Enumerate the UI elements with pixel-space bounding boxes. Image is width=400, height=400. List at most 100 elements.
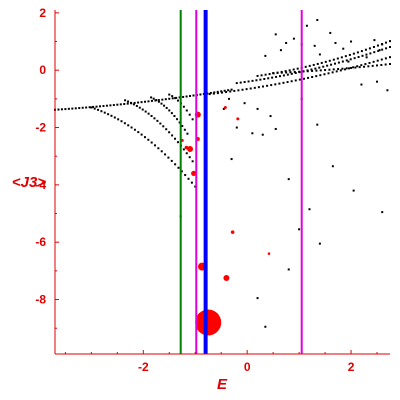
- data-point: [352, 66, 355, 69]
- data-point: [311, 76, 314, 79]
- data-point: [130, 126, 133, 129]
- data-point: [313, 44, 316, 47]
- axes-layer: [54, 10, 390, 355]
- data-point: [160, 150, 163, 153]
- data-point: [365, 56, 368, 59]
- red-marker: [223, 275, 230, 282]
- data-point: [289, 71, 292, 74]
- data-point: [160, 102, 163, 105]
- data-point: [140, 133, 143, 136]
- data-point: [119, 103, 122, 106]
- data-point: [167, 156, 170, 159]
- data-point: [78, 107, 81, 110]
- data-point: [181, 125, 184, 128]
- data-point: [315, 69, 318, 72]
- data-point: [318, 242, 321, 245]
- data-point: [380, 63, 383, 66]
- data-point: [182, 95, 185, 98]
- data-point: [124, 99, 127, 102]
- data-point: [256, 107, 259, 110]
- data-point: [216, 92, 219, 95]
- data-point: [302, 77, 305, 80]
- data-point: [152, 97, 155, 100]
- data-point: [282, 81, 285, 84]
- y-tick-label: -6: [35, 235, 46, 249]
- data-point: [282, 74, 285, 77]
- data-point: [266, 84, 269, 87]
- data-point: [174, 97, 177, 100]
- data-point: [133, 128, 136, 131]
- data-point: [154, 144, 157, 147]
- red-marker: [184, 145, 189, 150]
- data-point: [337, 61, 340, 64]
- y-tick-label: -8: [35, 293, 46, 307]
- data-point: [170, 112, 173, 115]
- data-point: [67, 107, 70, 110]
- data-point: [279, 49, 282, 52]
- data-point: [93, 107, 96, 110]
- data-point: [175, 96, 178, 99]
- red-marker: [236, 117, 240, 121]
- data-point: [223, 89, 226, 92]
- data-point: [132, 103, 135, 106]
- data-point: [147, 138, 150, 141]
- data-point: [213, 91, 216, 94]
- y-tick-label: 0: [39, 63, 46, 77]
- data-point: [140, 101, 143, 104]
- data-point: [185, 152, 188, 155]
- data-point: [120, 120, 123, 123]
- data-point: [386, 89, 389, 92]
- data-point: [326, 64, 329, 67]
- data-point: [147, 100, 150, 103]
- data-point: [177, 166, 180, 169]
- data-point: [263, 77, 266, 80]
- red-marker: [187, 146, 194, 153]
- data-point: [162, 125, 165, 128]
- data-point: [345, 59, 348, 62]
- data-point: [314, 67, 317, 70]
- data-point: [348, 67, 351, 70]
- data-point: [216, 90, 219, 93]
- data-point: [239, 81, 242, 84]
- data-point: [323, 73, 326, 76]
- data-point: [296, 67, 299, 70]
- data-point: [220, 90, 223, 93]
- data-point: [376, 44, 379, 47]
- data-point: [318, 53, 321, 56]
- data-point: [267, 77, 270, 80]
- data-point: [247, 80, 250, 83]
- data-point: [177, 99, 180, 102]
- data-point: [376, 80, 379, 83]
- data-point: [316, 123, 319, 126]
- data-point: [186, 132, 189, 135]
- data-point: [324, 69, 327, 72]
- y-tick-label: 2: [39, 6, 46, 20]
- data-point: [105, 104, 108, 107]
- data-point: [102, 105, 105, 108]
- data-point: [107, 113, 110, 116]
- data-point: [261, 133, 264, 136]
- data-point: [90, 106, 93, 109]
- data-point: [243, 81, 246, 84]
- data-point: [60, 108, 63, 111]
- data-point: [287, 268, 290, 271]
- data-point: [320, 61, 323, 64]
- data-point: [274, 33, 277, 36]
- data-point: [324, 60, 327, 63]
- data-point: [88, 106, 91, 109]
- data-point: [329, 31, 332, 34]
- data-point: [212, 92, 215, 95]
- data-point: [284, 70, 287, 73]
- data-point: [188, 113, 191, 116]
- data-point: [292, 37, 295, 40]
- data-point: [327, 72, 330, 75]
- data-point: [209, 91, 212, 94]
- data-point: [164, 98, 167, 101]
- y-tick-label: -4: [35, 178, 46, 192]
- data-point: [188, 156, 191, 159]
- data-point: [294, 72, 297, 75]
- data-point: [159, 122, 162, 125]
- data-point: [332, 58, 335, 61]
- data-point: [178, 121, 181, 124]
- data-point: [163, 104, 166, 107]
